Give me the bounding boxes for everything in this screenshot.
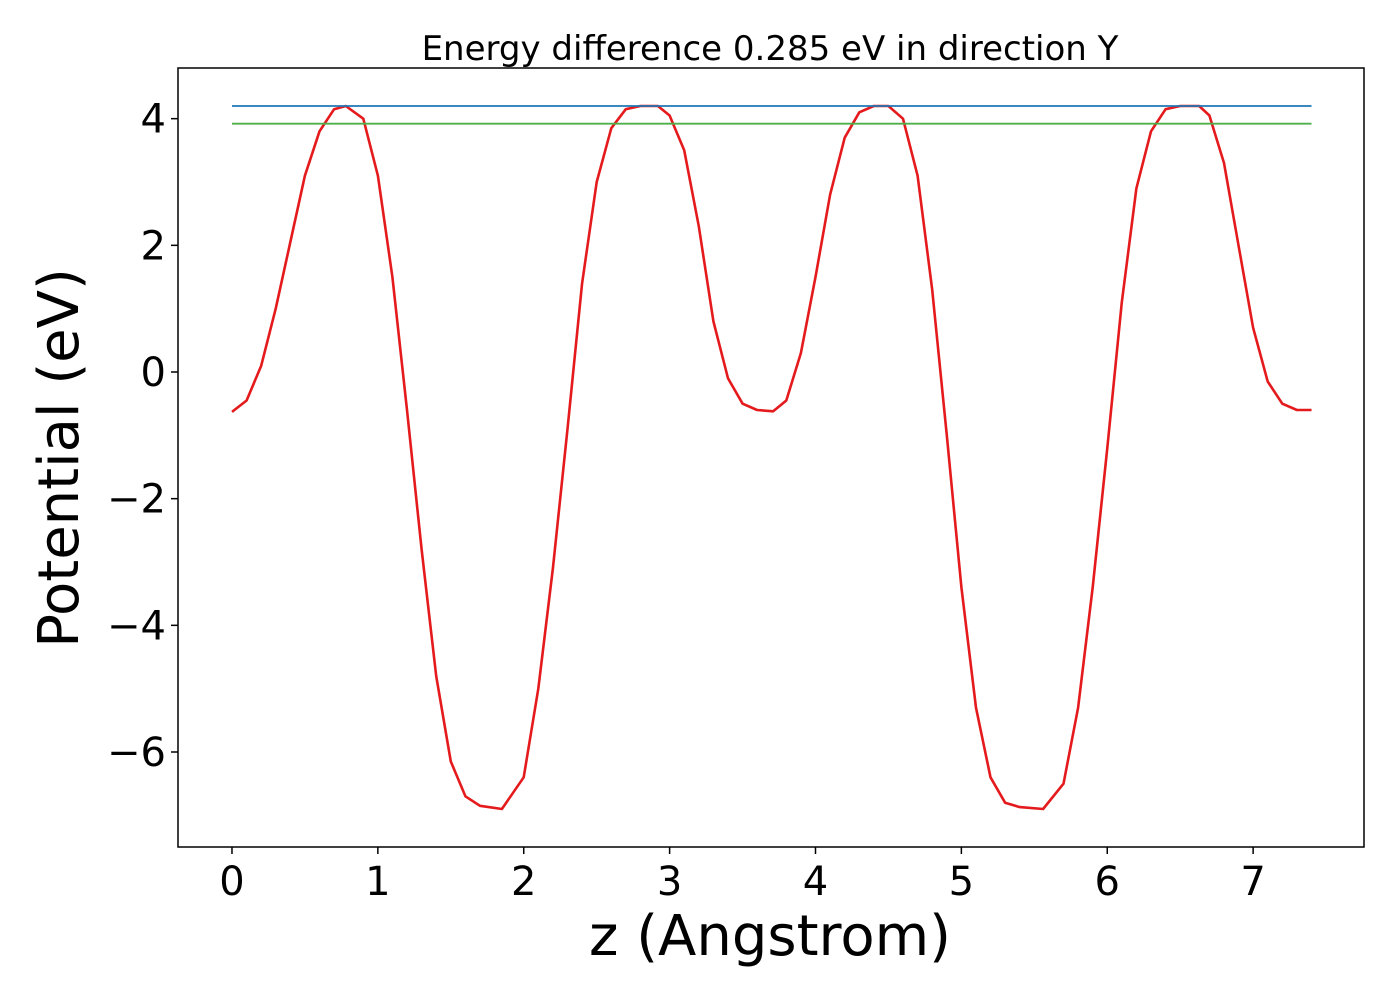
y-axis-label: Potential (eV): [27, 268, 92, 648]
y-tick-label: −4: [107, 603, 166, 649]
x-tick-label: 6: [1095, 859, 1120, 905]
y-tick-label: 0: [141, 350, 166, 396]
x-tick-label: 2: [511, 859, 536, 905]
y-axis: 4 2 0 −2 −4 −6: [107, 97, 178, 776]
x-axis-label: z (Angstrom): [589, 904, 951, 969]
x-tick-label: 1: [365, 859, 390, 905]
x-tick-label: 4: [803, 859, 828, 905]
y-tick-label: 2: [141, 223, 166, 269]
x-tick-label: 7: [1240, 859, 1265, 905]
chart-title: Energy difference 0.285 eV in direction …: [422, 29, 1119, 69]
series-layer: [231, 104, 1312, 811]
x-axis: 0 1 2 3 4 5 6 7: [219, 847, 1266, 905]
y-tick-label: −6: [107, 730, 166, 776]
series-line-0: [231, 104, 1312, 811]
y-tick-label: 4: [141, 97, 166, 143]
y-tick-label: −2: [107, 477, 166, 523]
x-tick-label: 5: [949, 859, 974, 905]
plot-frame: [177, 67, 1365, 848]
x-tick-label: 3: [657, 859, 682, 905]
x-tick-label: 0: [219, 859, 244, 905]
